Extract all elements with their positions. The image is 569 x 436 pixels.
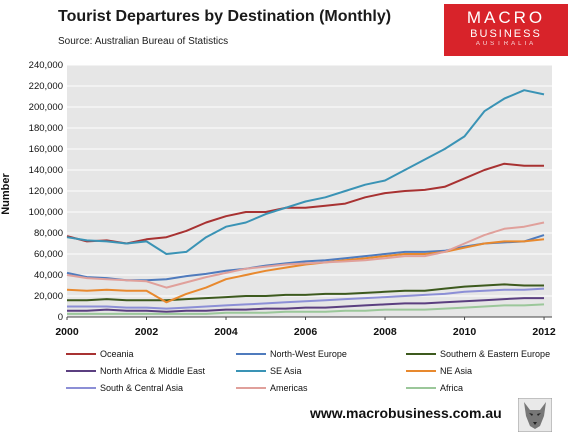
y-tick-label: 0 [58, 312, 63, 323]
y-tick-label: 240,000 [29, 60, 63, 71]
x-tick-label: 2002 [135, 326, 159, 338]
chart-title: Tourist Departures by Destination (Month… [58, 8, 392, 25]
legend-label: North Africa & Middle East [100, 366, 206, 376]
series-line-north-africa-middle-east [67, 297, 544, 313]
x-tick-label: 2004 [214, 326, 238, 338]
series-line-south-central-asia [67, 287, 545, 310]
legend-label: NE Asia [440, 366, 473, 376]
logo-line3: AUSTRALIA [475, 41, 537, 47]
legend-item: Americas [236, 380, 308, 396]
x-tick-label: 2008 [373, 326, 397, 338]
website-url[interactable]: www.macrobusiness.com.au [310, 405, 502, 421]
legend-label: Americas [270, 383, 308, 393]
legend-label: SE Asia [270, 366, 302, 376]
legend-label: Southern & Eastern Europe [440, 349, 551, 359]
chart-subtitle: Source: Australian Bureau of Statistics [58, 36, 229, 47]
y-tick-label: 120,000 [29, 186, 63, 197]
legend-swatch [66, 387, 96, 389]
macro-business-logo: MACRO BUSINESS AUSTRALIA [444, 4, 568, 56]
series-line-se-asia [66, 89, 545, 255]
legend-swatch [66, 353, 96, 355]
x-tick-label: 2006 [294, 326, 318, 338]
series-line-americas [66, 221, 545, 289]
legend-item: North Africa & Middle East [66, 363, 205, 379]
y-tick-label: 160,000 [29, 144, 63, 155]
legend-label: Oceania [100, 349, 134, 359]
x-tick-label: 2000 [55, 326, 79, 338]
legend-swatch [406, 370, 436, 372]
legend-item: North-West Europe [236, 346, 347, 362]
legend-item: Africa [406, 380, 463, 396]
legend-item: Oceania [66, 346, 134, 362]
legend-swatch [406, 353, 436, 355]
legend-item: South & Central Asia [66, 380, 183, 396]
y-tick-label: 40,000 [34, 270, 63, 281]
series-line-africa [67, 303, 545, 315]
chart-legend: Oceania North-West Europe Southern & Easte… [66, 346, 556, 398]
legend-swatch [406, 387, 436, 389]
series-line-oceania [66, 162, 544, 245]
x-tick-label: 2012 [532, 326, 556, 338]
y-tick-label: 20,000 [34, 291, 63, 302]
legend-label: Africa [440, 383, 464, 393]
wolf-emblem-icon [518, 398, 552, 432]
y-tick-label: 100,000 [29, 207, 63, 218]
legend-item: Southern & Eastern Europe [406, 346, 550, 362]
legend-label: North-West Europe [270, 349, 347, 359]
legend-swatch [236, 387, 266, 389]
x-tick-label: 2010 [453, 326, 477, 338]
legend-swatch [236, 353, 266, 355]
legend-swatch [66, 370, 96, 372]
legend-label: South & Central Asia [100, 383, 184, 393]
y-tick-label: 140,000 [29, 165, 63, 176]
logo-line1: MACRO [466, 8, 546, 27]
series-line-southern-eastern-europe [67, 283, 544, 302]
legend-swatch [236, 370, 266, 372]
legend-item: NE Asia [406, 363, 472, 379]
series-line-ne-asia [66, 238, 545, 304]
y-tick-label: 200,000 [29, 102, 63, 113]
y-tick-label: 80,000 [34, 228, 63, 239]
logo-line2: BUSINESS [470, 28, 542, 40]
y-tick-label: 60,000 [34, 249, 63, 260]
legend-item: SE Asia [236, 363, 302, 379]
y-tick-label: 180,000 [29, 123, 63, 134]
y-tick-label: 220,000 [29, 81, 63, 92]
